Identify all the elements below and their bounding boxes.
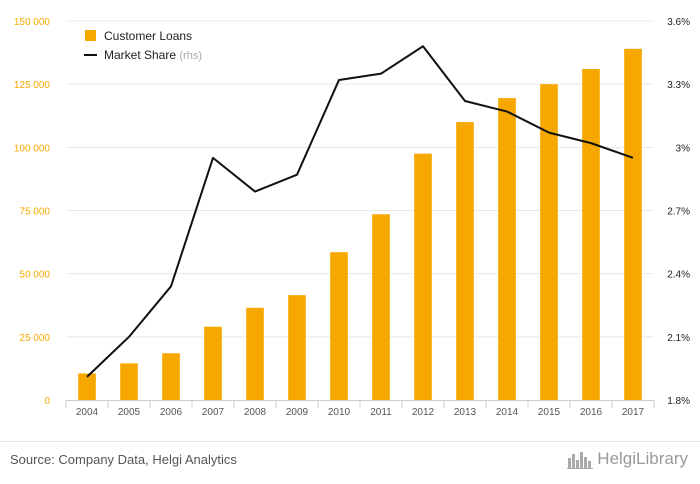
y-right-tick-label: 3.6%: [667, 17, 690, 28]
x-tick-label: 2008: [244, 407, 267, 418]
brand-name: HelgiLibrary: [597, 449, 688, 469]
bar: [456, 122, 474, 400]
bar: [582, 69, 600, 400]
y-right-tick-label: 1.8%: [667, 396, 690, 407]
y-right-tick-label: 3%: [676, 143, 691, 154]
source-note: Source: Company Data, Helgi Analytics: [10, 452, 237, 467]
x-tick-label: 2011: [370, 407, 392, 418]
chart-footer: Source: Company Data, Helgi Analytics He…: [0, 441, 700, 484]
legend-label-market-share: Market Share (rhs): [104, 48, 202, 62]
y-right-tick-label: 2.1%: [667, 333, 690, 344]
bar: [204, 327, 222, 400]
bar: [498, 98, 516, 400]
x-tick-label: 2013: [454, 407, 477, 418]
legend-suffix-rhs: (rhs): [179, 50, 202, 62]
x-tick-label: 2012: [412, 407, 435, 418]
x-tick-label: 2006: [160, 407, 183, 418]
y-left-tick-label: 75 000: [19, 207, 50, 218]
y-left-tick-label: 100 000: [14, 143, 51, 154]
y-right-tick-label: 2.4%: [667, 270, 690, 281]
y-right-tick-label: 2.7%: [667, 207, 690, 218]
y-left-tick-label: 150 000: [14, 17, 51, 28]
x-tick-label: 2005: [118, 407, 141, 418]
x-tick-label: 2010: [328, 407, 351, 418]
bar-series-customer-loans: [78, 49, 642, 400]
gridlines: [66, 21, 654, 337]
x-axis-ticks: [66, 400, 654, 408]
bar: [288, 295, 306, 400]
legend: Customer Loans Market Share (rhs): [84, 29, 202, 62]
bar: [372, 214, 390, 400]
legend-swatch-customer-loans: [85, 30, 96, 41]
y-left-tick-label: 50 000: [19, 270, 50, 281]
x-tick-label: 2007: [202, 407, 225, 418]
x-tick-label: 2009: [286, 407, 309, 418]
y-left-tick-label: 125 000: [14, 80, 51, 91]
bar: [120, 363, 138, 400]
x-tick-label: 2016: [580, 407, 603, 418]
y-left-tick-label: 0: [44, 396, 50, 407]
y-right-tick-label: 3.3%: [667, 80, 690, 91]
bar: [246, 308, 264, 400]
x-tick-label: 2015: [538, 407, 561, 418]
bar: [78, 373, 96, 400]
x-tick-label: 2004: [76, 407, 99, 418]
bar: [330, 252, 348, 400]
legend-label-customer-loans: Customer Loans: [104, 29, 192, 43]
x-tick-label: 2017: [622, 407, 645, 418]
city-skyline-icon: [567, 449, 593, 469]
bar: [624, 49, 642, 400]
x-tick-label: 2014: [496, 407, 519, 418]
y-left-tick-label: 25 000: [19, 333, 50, 344]
bar: [414, 154, 432, 400]
brand-logo: HelgiLibrary: [567, 449, 688, 469]
bar: [162, 353, 180, 400]
